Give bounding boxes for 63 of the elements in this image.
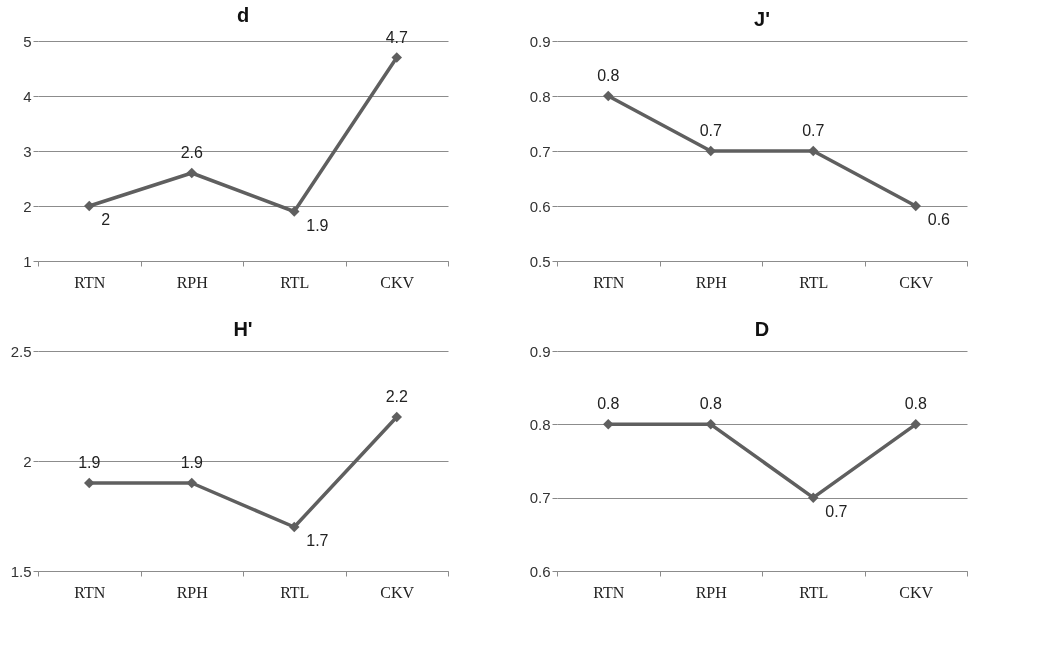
- point: [289, 206, 300, 217]
- x-tick-label: RPH: [695, 273, 728, 291]
- y-tick-label: 0.9: [529, 32, 551, 50]
- x-tick-label: RTL: [280, 583, 310, 601]
- x-tick-label: RPH: [176, 273, 209, 291]
- point: [705, 145, 716, 157]
- x-tick-label: RTL: [799, 273, 829, 291]
- y-tick-label: 3: [23, 142, 32, 160]
- y-tick-label: 2.5: [10, 342, 32, 360]
- x-tick-label: RTL: [280, 273, 310, 291]
- y-tick-label: 1: [23, 252, 32, 270]
- y-tick-label: 1.5: [10, 562, 32, 580]
- point: [84, 200, 95, 212]
- data-label: 1.9: [180, 454, 203, 471]
- data-label: 2.2: [385, 388, 408, 405]
- point: [910, 200, 921, 212]
- x-tick-label: RTN: [74, 273, 106, 291]
- point: [391, 52, 402, 63]
- y-tick-label: 2: [23, 452, 32, 470]
- data-label: 0.8: [597, 67, 620, 84]
- data-label: 0.7: [802, 122, 825, 139]
- y-tick-label: 0.8: [529, 87, 551, 105]
- data-label: 4.7: [385, 28, 408, 46]
- y-tick-label: 0.7: [529, 142, 551, 160]
- point: [391, 411, 402, 423]
- data-label: 1.9: [306, 216, 329, 234]
- x-tick-label: CKV: [380, 583, 415, 601]
- data-label: 1.9: [78, 454, 101, 471]
- data-label: 0.7: [825, 502, 848, 520]
- data-label: 1.7: [306, 532, 329, 549]
- x-tick-label: RPH: [176, 583, 209, 601]
- y-tick-label: 2: [23, 197, 32, 215]
- point: [808, 145, 819, 157]
- y-tick-label: 4: [23, 87, 32, 105]
- y-tick-label: 0.7: [529, 489, 551, 507]
- y-tick-label: 0.5: [529, 252, 551, 270]
- x-tick-label: CKV: [380, 273, 415, 291]
- point: [186, 167, 197, 179]
- point: [289, 521, 300, 533]
- chart-title: H': [233, 318, 253, 340]
- chart-title: d: [236, 3, 250, 26]
- x-tick-label: CKV: [899, 273, 934, 291]
- y-tick-label: 0.6: [529, 197, 551, 215]
- y-tick-label: 0.6: [529, 562, 551, 580]
- chart-title: J': [754, 8, 770, 30]
- data-label: 0.8: [597, 395, 620, 413]
- data-label: 2.6: [180, 144, 203, 161]
- data-label: 0.8: [904, 395, 927, 413]
- point: [603, 90, 614, 102]
- data-label: 0.8: [699, 395, 722, 413]
- data-label: 0.7: [699, 122, 722, 139]
- x-tick-label: RTN: [593, 583, 625, 601]
- x-tick-label: RTN: [74, 583, 106, 601]
- y-tick-label: 5: [23, 32, 32, 50]
- data-label: 0.6: [927, 211, 951, 228]
- data-label: 2: [101, 211, 111, 228]
- x-tick-label: RPH: [695, 583, 728, 601]
- chart-title: D: [754, 318, 770, 340]
- x-tick-label: RTL: [799, 583, 829, 601]
- x-tick-label: RTN: [593, 273, 625, 291]
- y-tick-label: 0.9: [529, 342, 551, 360]
- x-tick-label: CKV: [899, 583, 934, 601]
- y-tick-label: 0.8: [529, 415, 551, 433]
